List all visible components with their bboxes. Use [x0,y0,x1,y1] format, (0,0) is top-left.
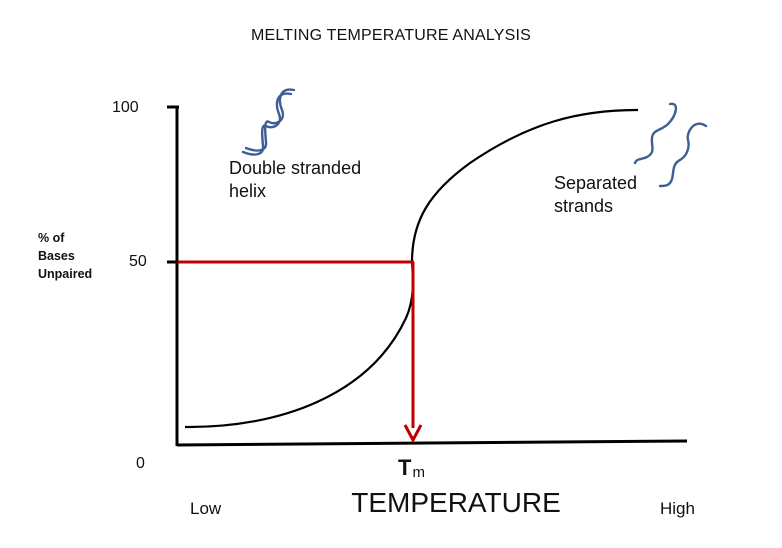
y-axis-label-line: % of [38,231,65,245]
separated-strands-icon [633,102,708,188]
y-tick-label-100: 100 [112,99,139,116]
tm-label-main: T [398,455,412,480]
diagram-title: MELTING TEMPERATURE ANALYSIS [250,27,532,44]
y-axis-label: % of Bases Unpaired [38,229,92,283]
x-axis-line [176,439,688,447]
double-helix-icon [241,88,296,156]
separated-strands-label: Separated strands [554,172,637,219]
y-tick-label-0: 0 [136,455,145,472]
x-axis-title: TEMPERATURE [351,487,561,518]
tm-label-subscript: m [412,464,425,481]
double-stranded-line: helix [229,181,267,202]
tm-label: Tm [398,455,425,481]
y-tick-label-50: 50 [129,253,147,270]
y-axis-label-line: Bases [38,249,75,264]
x-axis-high-label: High [660,499,695,518]
double-stranded-line: Double stranded [229,158,362,178]
separated-strands-line: strands [554,196,614,217]
tm-arrowhead-icon [403,424,423,444]
x-axis-low-label: Low [190,499,222,518]
y-axis-label-line: Unpaired [38,267,93,282]
double-stranded-label: Double stranded helix [229,157,361,204]
separated-strands-line: Separated [554,173,638,193]
